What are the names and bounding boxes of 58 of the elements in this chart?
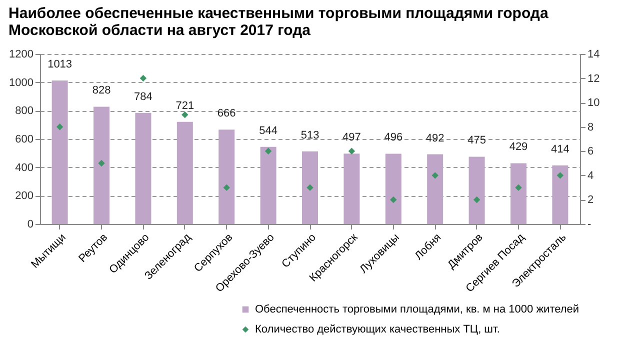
point <box>473 196 480 204</box>
point <box>432 172 438 179</box>
bar <box>94 106 110 224</box>
data-label: 666 <box>217 108 236 120</box>
data-label: 496 <box>384 132 403 144</box>
y2-tick-label: 10 <box>588 97 600 110</box>
point <box>140 74 147 82</box>
y-tick-label: 1000 <box>9 76 34 89</box>
y-tick-label: 800 <box>15 105 34 118</box>
bar <box>552 165 568 224</box>
bar <box>260 146 276 224</box>
data-label: 414 <box>551 143 570 156</box>
data-label: 721 <box>176 100 194 112</box>
bar <box>176 122 193 224</box>
legend-label: Количество действующих качественных ТЦ, шт. <box>255 324 500 336</box>
bar <box>510 163 526 224</box>
bar <box>52 80 68 224</box>
point <box>223 184 230 191</box>
y-tick-label: 600 <box>15 134 34 146</box>
point <box>182 111 188 118</box>
bar <box>468 156 485 224</box>
text: Московской области на август 2017 года <box>8 22 310 39</box>
y2-tick-label: 6 <box>588 146 594 158</box>
point <box>56 124 64 130</box>
bar <box>135 112 152 224</box>
data-label: 1013 <box>48 58 72 70</box>
point <box>515 184 522 191</box>
bar <box>218 130 235 224</box>
y-tick-label: 0 <box>27 218 34 230</box>
y-tick-label: 200 <box>15 190 34 202</box>
data-label: 828 <box>92 84 111 97</box>
y2-tick-label: 2 <box>588 194 594 206</box>
point <box>306 184 314 191</box>
point <box>98 160 105 167</box>
y2-tick-label: - <box>588 218 592 230</box>
data-label: 544 <box>259 124 278 137</box>
y2-tick-label: 14 <box>588 48 600 60</box>
legend-label: Обеспеченность торговыми площадями, кв. м на 1000 жителей <box>255 304 580 316</box>
point <box>348 148 356 154</box>
data-label: 513 <box>300 129 320 142</box>
point <box>264 148 272 154</box>
point <box>390 196 397 204</box>
data-label: 475 <box>468 134 486 147</box>
point <box>556 172 564 179</box>
text: Наиболее обеспеченные качественными торговыми площадями города <box>8 5 548 22</box>
bar <box>302 151 318 224</box>
bar <box>385 154 402 224</box>
y-tick-label: 1200 <box>9 48 34 60</box>
bar <box>344 154 360 224</box>
data-label: 784 <box>134 90 152 103</box>
y2-tick-label: 12 <box>588 72 600 85</box>
y2-tick-label: 8 <box>588 121 594 134</box>
data-label: 492 <box>426 132 444 144</box>
bar <box>427 154 444 224</box>
data-label: 497 <box>342 132 361 144</box>
y-tick-label: 400 <box>15 162 34 174</box>
data-label: 429 <box>509 141 528 154</box>
y2-tick-label: 4 <box>588 170 594 182</box>
